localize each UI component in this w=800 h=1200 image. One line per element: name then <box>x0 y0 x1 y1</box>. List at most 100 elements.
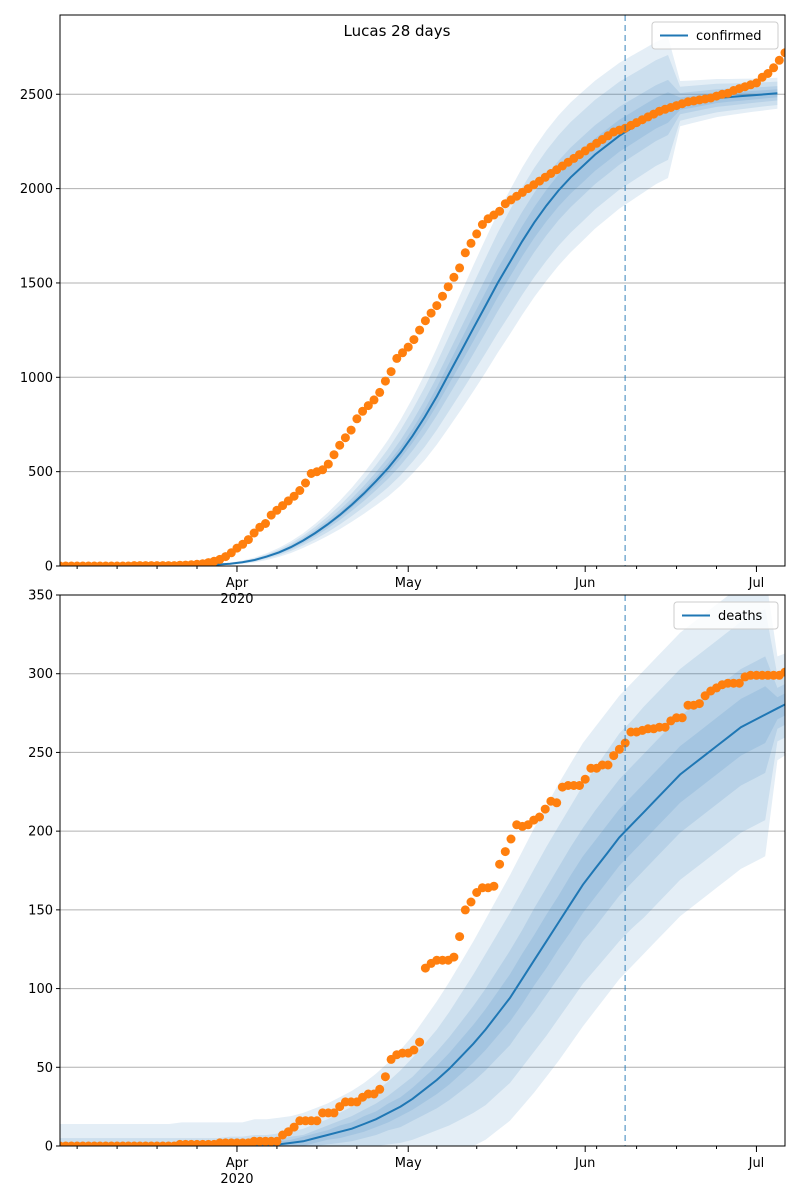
observed-point <box>580 774 590 784</box>
observed-point <box>455 263 465 273</box>
y-tick-label: 0 <box>45 560 53 575</box>
x-tick-label: Apr <box>226 1156 249 1171</box>
observed-point <box>369 395 379 405</box>
observed-point <box>614 744 624 754</box>
observed-point <box>301 478 310 488</box>
observed-point <box>289 1122 299 1132</box>
legend-label: confirmed <box>696 29 762 44</box>
observed-point <box>455 932 465 942</box>
observed-point <box>609 751 619 761</box>
legend-box <box>673 601 779 630</box>
observed-point <box>295 486 305 495</box>
y-tick-label: 0 <box>45 1140 53 1155</box>
uncertainty-band <box>60 595 785 1146</box>
observed-point <box>769 63 779 73</box>
y-tick-label: 1500 <box>20 276 53 291</box>
y-tick-label: 2500 <box>20 88 53 103</box>
y-tick-label: 150 <box>28 903 53 918</box>
legend-box <box>651 21 779 50</box>
observed-point <box>352 414 362 424</box>
observed-point <box>540 804 550 814</box>
observed-point <box>786 666 795 675</box>
observed-point <box>466 897 476 907</box>
x-tick-year-label: 2020 <box>220 592 253 607</box>
observed-point <box>426 308 436 318</box>
observed-point <box>403 342 413 352</box>
observed-point <box>495 859 505 869</box>
observed-point <box>575 781 584 790</box>
x-tick-label: Jul <box>748 576 765 591</box>
uncertainty-band <box>60 36 778 566</box>
observed-point <box>386 367 396 377</box>
observed-point <box>312 1116 322 1126</box>
observed-point <box>249 528 259 538</box>
observed-point <box>340 433 350 443</box>
observed-point <box>477 220 487 229</box>
y-tick-label: 500 <box>28 465 53 480</box>
observed-point <box>443 282 453 292</box>
y-tick-label: 300 <box>28 667 53 682</box>
observed-point <box>449 272 459 282</box>
observed-point <box>460 905 470 915</box>
y-tick-label: 250 <box>28 746 53 761</box>
x-tick-label: Jun <box>574 1156 595 1171</box>
chart-title: Lucas 28 days <box>344 22 451 40</box>
observed-point <box>318 465 328 475</box>
observed-point <box>506 834 516 844</box>
x-tick-label: May <box>395 576 422 591</box>
observed-point <box>466 238 476 248</box>
x-tick-label: Jun <box>574 576 595 591</box>
observed-point <box>409 1045 419 1055</box>
y-tick-label: 350 <box>28 589 53 604</box>
observed-point <box>329 450 339 460</box>
observed-point <box>335 440 345 450</box>
observed-point <box>660 722 670 732</box>
model-line <box>60 703 785 1146</box>
observed-point <box>432 301 442 311</box>
uncertainty-band <box>60 55 778 566</box>
observed-point <box>449 952 459 962</box>
observed-point <box>375 1084 385 1094</box>
observed-point <box>415 325 425 335</box>
observed-point <box>495 206 505 216</box>
observed-point <box>380 1072 390 1082</box>
observed-point <box>329 1108 339 1118</box>
observed-point <box>535 812 544 822</box>
observed-point <box>392 353 402 363</box>
observed-point <box>780 48 785 58</box>
observed-point <box>472 229 482 239</box>
observed-point <box>358 406 368 416</box>
observed-point <box>415 1037 425 1047</box>
plot-area <box>60 595 795 1146</box>
observed-point <box>380 376 390 386</box>
observed-point <box>774 55 784 65</box>
observed-point <box>289 491 299 501</box>
y-tick-label: 2000 <box>20 182 53 197</box>
y-tick-label: 100 <box>28 982 53 997</box>
observed-point <box>346 425 356 435</box>
plot-area <box>60 36 785 566</box>
x-tick-label: May <box>395 1156 422 1171</box>
x-tick-label: Apr <box>226 576 249 591</box>
observed-point <box>420 316 430 326</box>
x-tick-label: Jul <box>748 1156 765 1171</box>
uncertainty-band <box>60 609 785 1146</box>
observed-point <box>375 387 385 397</box>
observed-point <box>438 291 447 301</box>
observed-point <box>489 881 499 891</box>
legend-label: deaths <box>718 609 763 624</box>
observed-point <box>409 335 419 345</box>
observed-point <box>763 69 773 78</box>
y-tick-label: 1000 <box>20 371 53 386</box>
observed-point <box>323 459 333 469</box>
observed-point <box>261 519 270 528</box>
uncertainty-band <box>60 656 785 1146</box>
observed-point <box>398 348 407 358</box>
observed-point <box>363 401 373 411</box>
observed-point <box>500 847 510 857</box>
observed-point <box>780 667 785 677</box>
observed-point <box>243 535 253 545</box>
